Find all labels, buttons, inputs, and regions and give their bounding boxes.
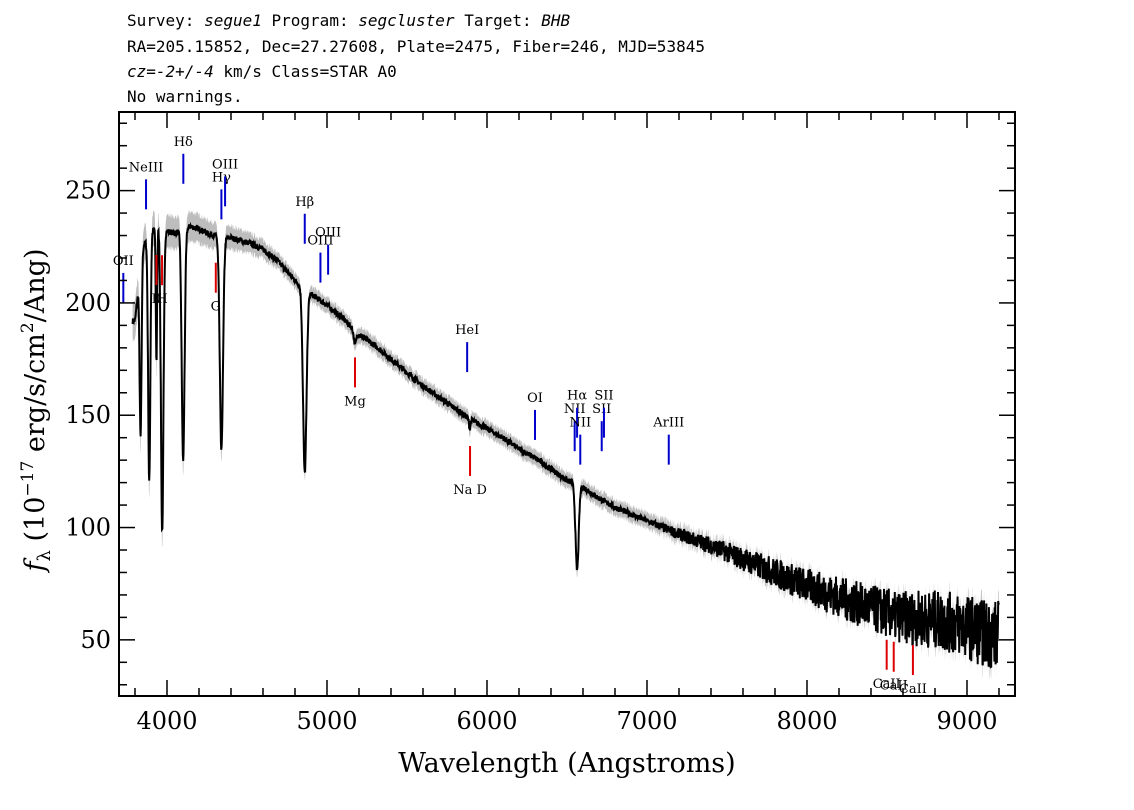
emission-marker-label: Hδ (174, 135, 193, 150)
absorption-marker-label: CaII (880, 679, 908, 694)
header-line-redshift: cz=-2+/-4 km/s Class=STAR A0 (127, 61, 397, 83)
survey-value: segue1 (204, 11, 262, 30)
emission-marker-label: OI (527, 391, 543, 406)
ylabel-lambda: λ (34, 550, 55, 561)
absorption-marker-label: G (211, 300, 221, 315)
header-line-coordinates: RA=205.15852, Dec=27.27608, Plate=2475, … (127, 37, 705, 56)
program-label: Program: (271, 11, 349, 30)
absorption-marker-label: K (152, 292, 162, 307)
spectrum-series-line (131, 221, 1000, 669)
absorption-marker-label: CaII (899, 682, 927, 697)
emission-marker-label: OII (113, 254, 134, 269)
emission-marker-label: OIII (315, 226, 341, 241)
emission-marker-label: NII (564, 402, 586, 417)
emission-marker-label: Hγ (212, 170, 231, 185)
target-label: Target: (464, 11, 532, 30)
emission-marker-label: SII (594, 389, 613, 404)
absorption-marker-label: Mg (344, 394, 366, 409)
emission-marker-label: Hα (567, 389, 587, 404)
x-tick-label: 5000 (296, 707, 357, 735)
emission-marker-label: NeIII (129, 160, 163, 175)
x-axis-label: Wavelength (Angstroms) (398, 748, 735, 779)
absorption-marker-label: Na D (453, 483, 487, 498)
spectrum-layer (131, 221, 1000, 669)
emission-marker-label: OIII (212, 157, 238, 172)
plot-frame (118, 111, 1016, 697)
emission-marker-label: SII (592, 402, 611, 417)
x-tick-label: 8000 (776, 707, 837, 735)
cz-rest: km/s Class=STAR A0 (213, 62, 397, 81)
ylabel-exp: −17 (18, 461, 38, 497)
y-tick-label: 200 (65, 289, 111, 317)
x-tick-label: 9000 (936, 707, 997, 735)
line-markers-layer: OIINeIIIHδHγOIIIHβOIIIOIIIHeIOINIIHαNIIS… (113, 135, 927, 697)
y-tick-label: 150 (65, 401, 111, 429)
x-tick-label: 4000 (136, 707, 197, 735)
ylabel-open: (10 (20, 497, 51, 550)
emission-marker-label: HeI (455, 323, 479, 338)
emission-marker-label: ArIII (652, 416, 684, 431)
absorption-marker-label: CaII (873, 677, 901, 692)
emission-marker-label: Hβ (295, 195, 314, 210)
y-tick-label: 250 (65, 177, 111, 205)
y-tick-label: 50 (80, 626, 111, 654)
x-tick-label: 7000 (616, 707, 677, 735)
x-tick-label: 6000 (456, 707, 517, 735)
program-value: segcluster (358, 11, 455, 30)
cz-value: =-2+/-4 (146, 62, 214, 81)
ylabel-sq: 2 (18, 322, 38, 333)
ylabel-mid: erg/s/cm (20, 333, 51, 461)
y-axis-label: fλ (10−17 erg/s/cm2/Ang) (18, 249, 55, 574)
emission-marker-label: OIII (307, 234, 333, 249)
header-line-warnings: No warnings. (127, 87, 243, 106)
cz-label: cz (127, 62, 147, 81)
header-line-survey: Survey: segue1 Program: segcluster Targe… (127, 10, 570, 32)
emission-marker-label: NII (569, 416, 591, 431)
survey-label: Survey: (127, 11, 195, 30)
axes-layer: 4000 5000 6000 7000 8000 9000 50 100 150 200 250 (65, 111, 1016, 735)
y-tick-label: 100 (65, 514, 111, 542)
absorption-marker-label: H (156, 292, 167, 307)
ylabel-close: /Ang) (20, 249, 51, 323)
target-value: BHB (541, 11, 571, 30)
